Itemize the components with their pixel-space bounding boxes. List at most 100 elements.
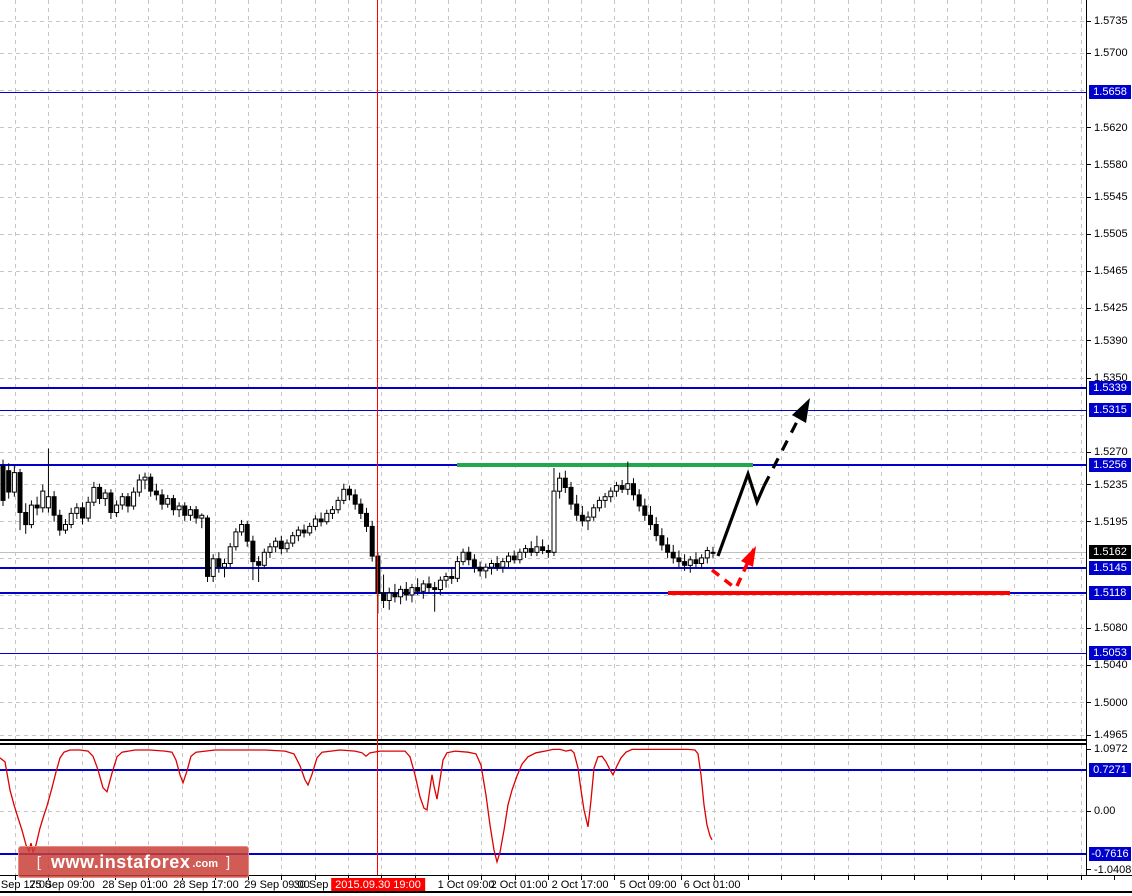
support-resistance-line <box>0 652 1086 655</box>
support-resistance-line <box>0 409 1086 412</box>
red-support-zone <box>668 591 1010 596</box>
candle-bear <box>34 504 40 509</box>
candle-bear <box>494 563 500 568</box>
grid-line-vertical <box>814 0 816 739</box>
price-axis: 1.5735 1.5700 1.5620 1.5580 1.5545 1.5505 1.54… <box>1086 0 1132 876</box>
panel-separator[interactable] <box>0 739 1132 745</box>
candle-bull <box>290 535 296 544</box>
price-tick-label: 1.5735 <box>1094 15 1128 27</box>
price-tick-label: 1.5700 <box>1094 47 1128 60</box>
grid-line-vertical <box>747 745 749 875</box>
price-tick-label: 1.5465 <box>1094 265 1128 278</box>
candle-bull <box>233 531 239 548</box>
grid-line-horizontal <box>0 233 1086 235</box>
grid-line-vertical <box>181 745 183 875</box>
candle-bear <box>108 492 114 513</box>
support-resistance-line <box>0 387 1086 389</box>
grid-line-vertical <box>614 745 616 875</box>
candle-bear <box>403 588 409 596</box>
price-tick-label: 1.5235 <box>1094 478 1128 491</box>
candle-bull <box>11 472 17 493</box>
price-level-badge: 1.5658 <box>1089 85 1131 100</box>
grid-line-horizontal <box>0 702 1086 704</box>
candle-bull <box>596 499 602 509</box>
watermark-bracket-left: [ <box>36 853 41 871</box>
indicator-pane[interactable] <box>0 745 1086 875</box>
candle-bear <box>318 518 324 523</box>
grid-line-vertical <box>447 0 449 739</box>
candle-bull <box>454 561 460 579</box>
grid-line-vertical <box>747 0 749 739</box>
price-level-badge: 1.5315 <box>1089 403 1131 418</box>
grid-line-vertical <box>847 0 849 739</box>
time-tick-mark <box>914 876 916 880</box>
candle-bear <box>17 472 23 514</box>
candle-bull <box>295 529 301 537</box>
candle-bull <box>602 496 608 501</box>
grid-line-horizontal <box>0 558 1086 560</box>
candle-bull <box>534 546 540 553</box>
candle-bull <box>506 555 511 563</box>
price-tick-label: 1.5545 <box>1094 191 1128 204</box>
support-resistance-line <box>0 567 1086 569</box>
indicator-tick-mark <box>1086 810 1091 812</box>
candle-bear <box>642 505 648 516</box>
price-tick-label: 1.5000 <box>1094 696 1128 709</box>
candle-bear <box>392 592 398 598</box>
candle-bear <box>540 546 546 551</box>
candle-bull <box>409 587 415 596</box>
grid-line-vertical <box>481 0 483 739</box>
candle-bear <box>636 494 642 507</box>
candle-bull <box>608 490 614 498</box>
candle-bull <box>273 540 279 548</box>
grid-line-vertical <box>181 0 183 739</box>
grid-line-vertical <box>81 745 83 875</box>
candle-bull <box>420 583 426 592</box>
candle-bear <box>579 514 585 522</box>
indicator-tick-mark <box>1086 869 1091 871</box>
support-resistance-line <box>0 592 1086 594</box>
indicator-level-line <box>0 853 1086 855</box>
candle-bull <box>28 504 34 526</box>
candle-bull <box>341 488 347 501</box>
red-arrowhead-icon <box>741 546 756 567</box>
time-tick-label: 1 Oct 09:00 <box>437 879 495 891</box>
main-chart-pane[interactable] <box>0 0 1086 739</box>
grid-line-vertical <box>114 0 116 739</box>
watermark-site-text: www.instaforex <box>50 851 191 872</box>
price-tick-mark <box>1086 233 1091 235</box>
candle-bear <box>369 525 375 557</box>
grid-line-vertical <box>980 745 982 875</box>
grid-line-vertical <box>681 0 682 739</box>
price-level-badge: 1.5256 <box>1089 458 1131 473</box>
candle-bull <box>307 525 313 534</box>
candle-bull <box>437 579 443 591</box>
candle-bear <box>631 483 636 496</box>
time-tick-mark <box>614 876 616 880</box>
grid-line-vertical <box>1014 745 1015 875</box>
candle-bull <box>324 512 330 523</box>
grid-line-horizontal <box>0 270 1086 272</box>
candle-bear <box>170 498 176 511</box>
candle-bear <box>278 540 284 550</box>
price-tick-label: 1.5425 <box>1094 302 1128 315</box>
candle-bull <box>45 496 51 509</box>
grid-line-vertical <box>281 0 283 739</box>
candle-bear <box>80 507 85 519</box>
candle-bull <box>131 491 137 507</box>
grid-line-horizontal <box>0 627 1086 629</box>
time-tick-label: 2 Oct 17:00 <box>551 879 609 891</box>
candle-bear <box>347 488 352 496</box>
candle-bear <box>682 561 688 566</box>
candle-bull <box>335 499 341 511</box>
indicator-level-badge: 0.7271 <box>1089 762 1131 777</box>
grid-line-vertical <box>414 0 416 739</box>
candle-bear <box>653 524 659 537</box>
price-tick-label: 1.5080 <box>1094 622 1128 635</box>
grid-line-vertical <box>581 745 583 875</box>
oscillator-line <box>0 748 713 865</box>
time-tick-label: 28 Sep 17:00 <box>173 879 239 891</box>
grid-line-vertical <box>647 745 649 875</box>
grid-line-vertical <box>914 0 916 739</box>
candle-bull <box>398 588 404 598</box>
